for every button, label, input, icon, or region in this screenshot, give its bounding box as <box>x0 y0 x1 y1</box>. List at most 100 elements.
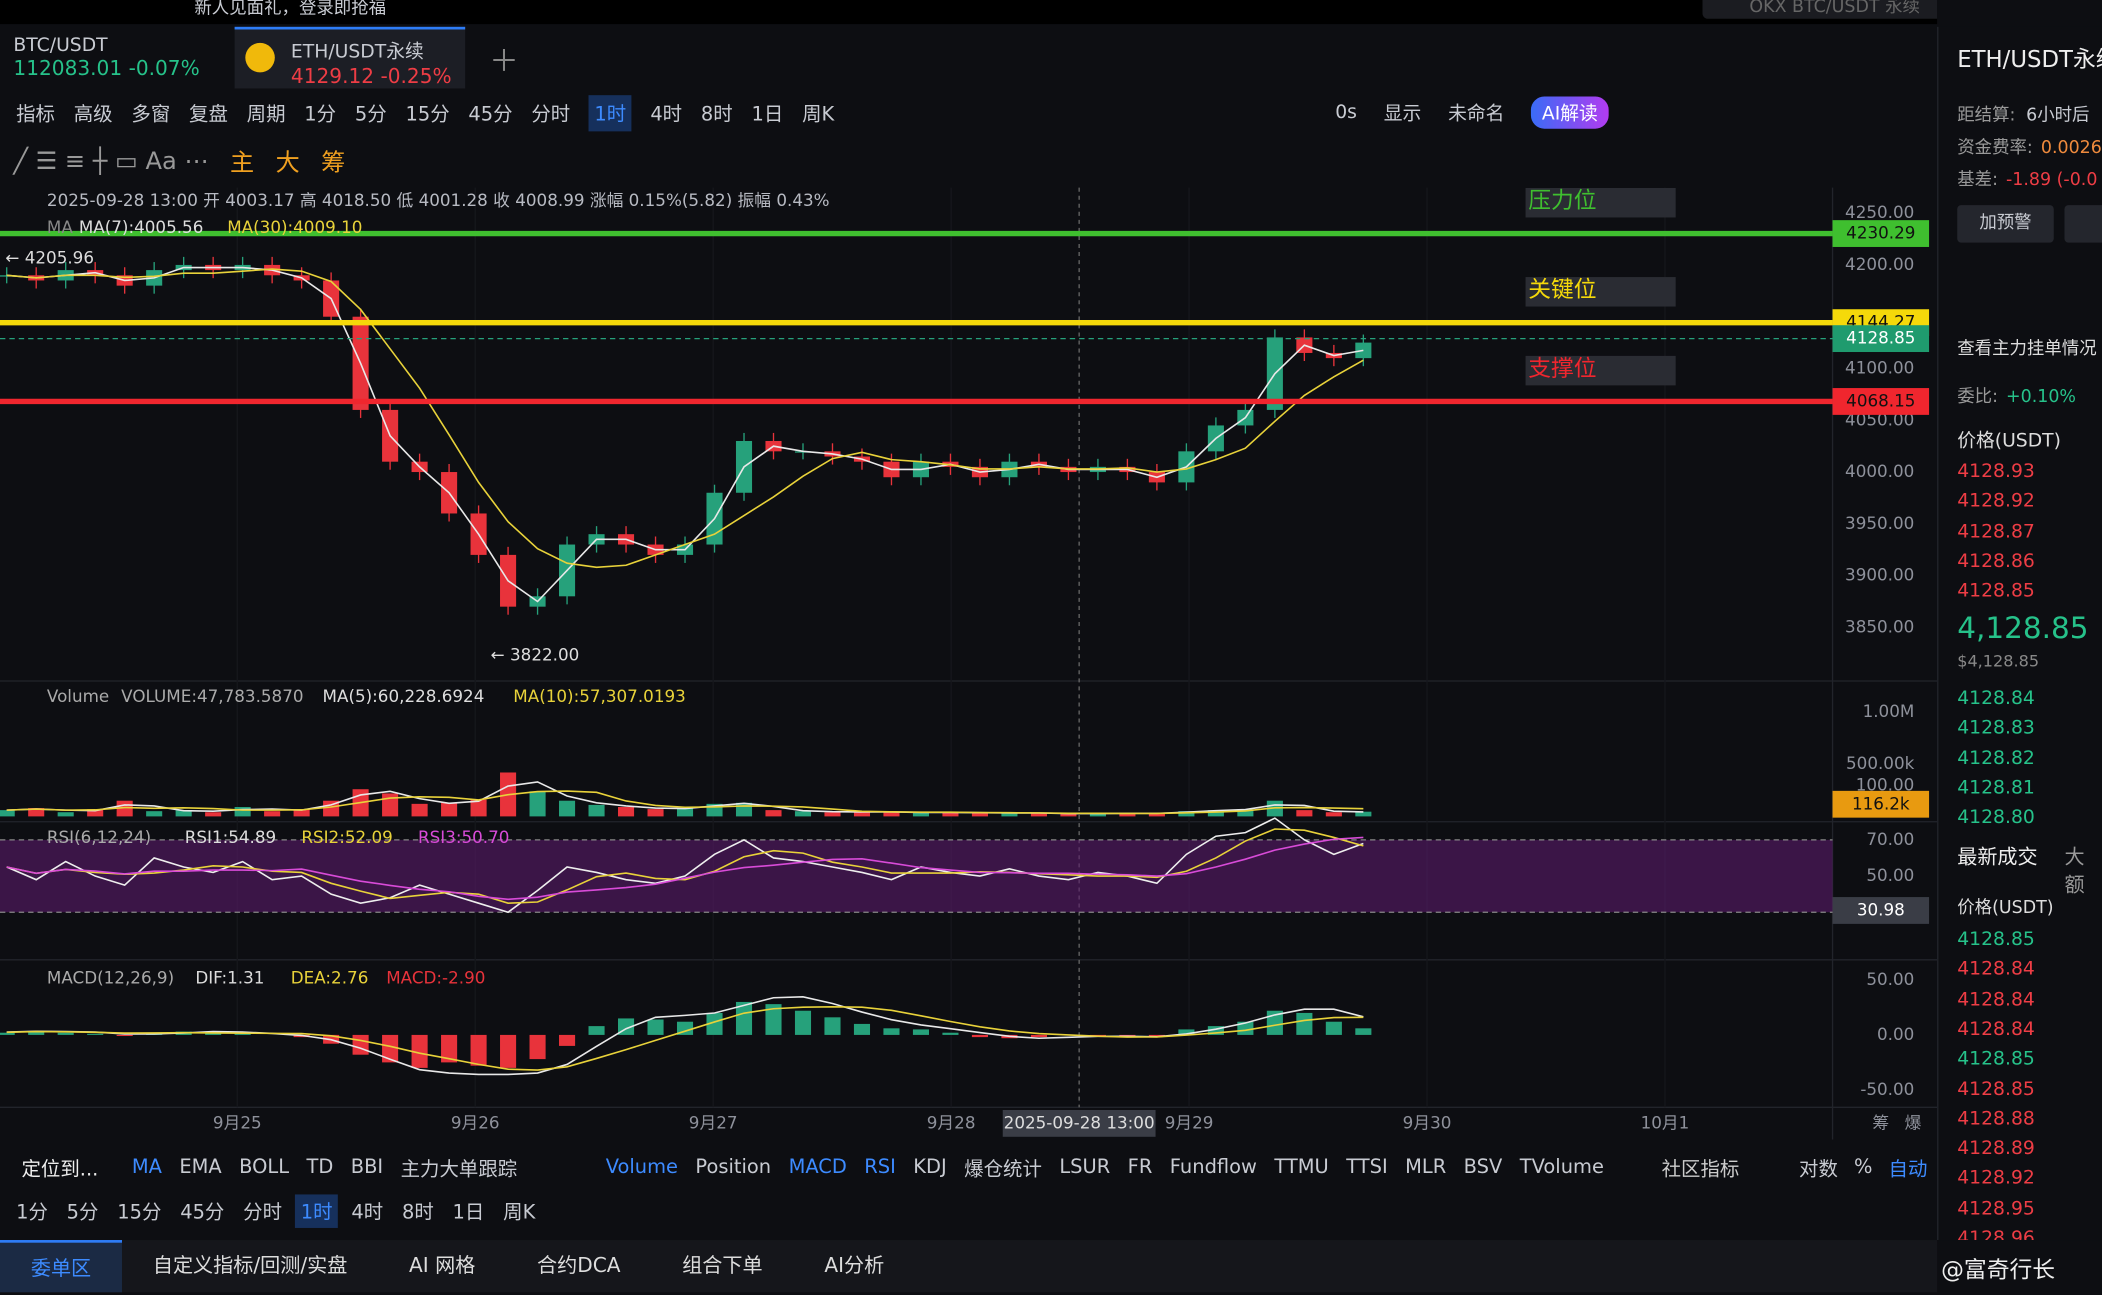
side-button[interactable]: 加预警 <box>1957 205 2054 243</box>
side-row: 4128.87 <box>1957 521 2035 542</box>
indicator[interactable]: Position <box>695 1156 772 1179</box>
period-button[interactable]: 1时 <box>589 94 632 131</box>
indicator[interactable]: Fundflow <box>1169 1156 1257 1179</box>
indicator[interactable]: TVolume <box>1519 1156 1604 1179</box>
toolbar-button[interactable]: 高级 <box>73 103 113 126</box>
trades-tab[interactable]: 最新成交 <box>1957 844 2038 869</box>
y-tick-label: 1.00M <box>1863 701 1915 721</box>
indicator[interactable]: BBI <box>350 1156 384 1179</box>
indicator[interactable]: LSUR <box>1059 1156 1111 1179</box>
tab[interactable]: BTC/USDT 112083.01 -0.07% <box>0 27 228 89</box>
bottom-tab[interactable]: AI分析 <box>824 1253 885 1278</box>
indicator[interactable]: TD <box>306 1156 334 1179</box>
macd-bar <box>1030 1034 1047 1038</box>
period-button[interactable]: 分时 <box>531 103 571 126</box>
legend: RSI3:50.70 <box>418 827 509 847</box>
period-button[interactable]: 4时 <box>650 103 683 126</box>
period-button[interactable]: 4时 <box>351 1201 384 1224</box>
indicator[interactable]: TTSI <box>1346 1156 1388 1179</box>
side-text: 4128.88 <box>1957 1108 2035 1130</box>
macd-bar <box>971 1034 988 1038</box>
bottom-tab[interactable]: 自定义指标/回测/实盘 <box>152 1253 348 1278</box>
toolbar-button[interactable]: 复盘 <box>189 103 228 126</box>
side-row: ETH/USDT永续 <box>1957 40 2102 74</box>
side-button[interactable]: 加 <box>2064 205 2102 243</box>
side-text: +0.10% <box>2006 387 2076 408</box>
period-button[interactable]: 周K <box>802 103 835 126</box>
indicator[interactable]: FR <box>1127 1156 1153 1179</box>
last-price-badge <box>1832 325 1930 353</box>
period-button[interactable]: 1日 <box>751 103 784 126</box>
side-text: 4128.86 <box>1957 550 2035 573</box>
tab-active[interactable]: ETH/USDT永续 4129.12 -0.25% <box>234 26 466 89</box>
indicator[interactable]: 爆仓统计 <box>964 1158 1042 1181</box>
axis-option[interactable]: 自动 <box>1888 1158 1928 1181</box>
period-button[interactable]: 分时 <box>243 1201 283 1224</box>
axis-option[interactable]: % <box>1853 1156 1873 1179</box>
period-button[interactable]: 1分 <box>16 1201 48 1224</box>
indicator[interactable]: 主力大单跟踪 <box>400 1158 518 1181</box>
community[interactable]: 社区指标 <box>1661 1158 1740 1181</box>
period-button[interactable]: 1日 <box>452 1201 485 1224</box>
period-button[interactable]: 1分 <box>304 103 337 126</box>
period-button[interactable]: 1时 <box>295 1193 338 1228</box>
indicator[interactable]: EMA <box>179 1156 222 1179</box>
period-button[interactable]: 15分 <box>405 103 450 126</box>
period-button[interactable]: 45分 <box>468 103 513 126</box>
period-button[interactable]: 8时 <box>401 1201 434 1224</box>
toolbar-button[interactable]: 指标 <box>16 103 55 126</box>
macd-bar <box>559 1034 576 1046</box>
indicator[interactable]: Volume <box>605 1156 679 1179</box>
indicator[interactable]: RSI <box>864 1156 896 1179</box>
period-button[interactable]: 45分 <box>180 1201 225 1224</box>
side-text: 4128.85 <box>1957 1048 2035 1071</box>
draw-tool[interactable]: 大 <box>275 148 300 177</box>
toolbar-button[interactable]: 显示 <box>1383 103 1422 125</box>
search-box[interactable]: OKX BTC/USDT 永续 <box>1702 0 1938 19</box>
ai-button[interactable]: AI解读 <box>1531 96 1609 129</box>
volume-bar <box>323 800 340 817</box>
toolbar-button[interactable]: 未命名 <box>1448 103 1505 125</box>
macd-bar <box>500 1034 517 1068</box>
macd-bar <box>824 1017 841 1035</box>
bottom-tab[interactable]: AI 网格 <box>409 1253 476 1278</box>
toolbar-button[interactable]: 周期 <box>246 103 286 126</box>
indicator[interactable]: TTMU <box>1274 1156 1329 1179</box>
y-tick-label: 4100.00 <box>1845 357 1914 377</box>
trades-tab[interactable]: 大额 <box>2064 844 2085 897</box>
add-tab[interactable]: ＋ <box>489 45 519 80</box>
period-button[interactable]: 15分 <box>117 1201 162 1224</box>
side-row: 查看主力挂单情况 <box>1957 334 2096 359</box>
indicator[interactable]: MLR <box>1405 1156 1447 1179</box>
indicator[interactable]: KDJ <box>913 1156 947 1179</box>
macd-bar <box>794 1010 812 1035</box>
locate-button[interactable]: 定位到... <box>21 1158 99 1181</box>
y-tick-label: 70.00 <box>1866 829 1914 849</box>
indicator[interactable]: BOLL <box>239 1156 290 1179</box>
draw-tool[interactable]: 筹 <box>321 148 346 177</box>
axis-option[interactable]: 对数 <box>1799 1158 1838 1181</box>
side-row: 4128.82 <box>1957 747 2035 768</box>
toolbar-button[interactable]: 多窗 <box>131 103 171 126</box>
macd-bar <box>0 1032 15 1035</box>
draw-tool[interactable]: 主 <box>230 148 255 177</box>
volume-bar <box>676 808 694 817</box>
indicator[interactable]: MA <box>131 1156 162 1179</box>
period-button[interactable]: 5分 <box>354 103 387 126</box>
side-row: 距结算: 6小时后 <box>1957 101 2089 126</box>
side-row: 价格(USDT) <box>1957 426 2061 453</box>
side-text: 4128.85 <box>1957 580 2035 603</box>
bottom-tab[interactable]: 委单区 <box>0 1240 123 1293</box>
volume-bar <box>205 812 222 817</box>
period-button[interactable]: 8时 <box>700 103 733 126</box>
side-row: 4128.85 <box>1957 581 2035 602</box>
period-button[interactable]: 5分 <box>66 1201 99 1224</box>
y-tick-label: 3900.00 <box>1845 565 1914 585</box>
bottom-tab[interactable]: 合约DCA <box>537 1253 621 1278</box>
period-button[interactable]: 周K <box>503 1201 536 1224</box>
indicator[interactable]: MACD <box>788 1156 847 1179</box>
toolbar-button[interactable]: 0s <box>1335 101 1357 124</box>
indicator[interactable]: BSV <box>1463 1156 1503 1179</box>
bottom-tab[interactable]: 组合下单 <box>682 1253 763 1278</box>
